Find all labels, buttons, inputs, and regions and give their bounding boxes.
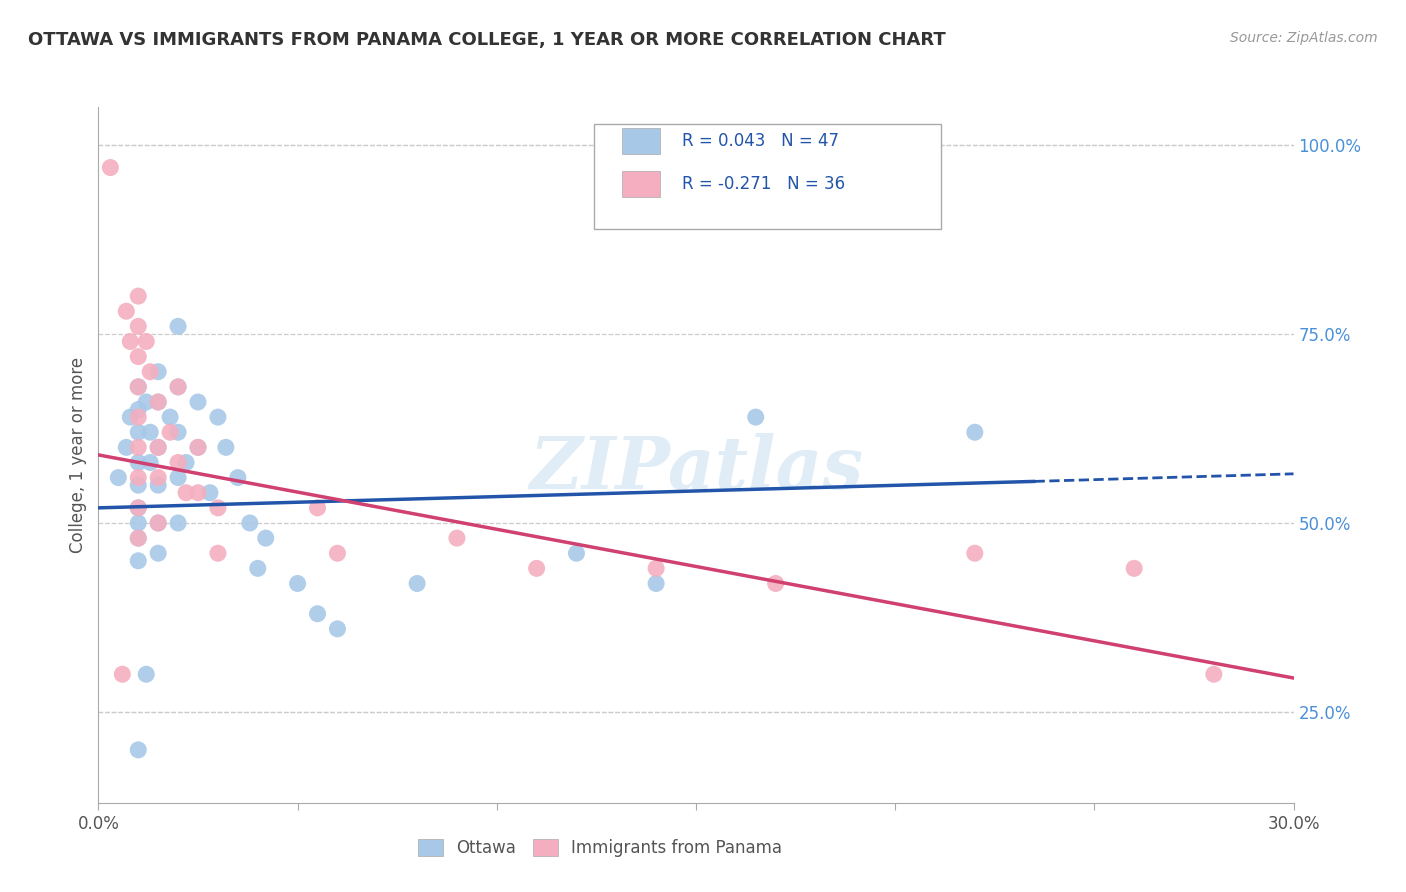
Point <box>135 334 157 349</box>
Point <box>148 441 170 455</box>
Point <box>187 441 209 455</box>
Point <box>127 500 149 515</box>
FancyBboxPatch shape <box>621 128 661 154</box>
Point <box>446 531 468 545</box>
Point <box>326 622 349 636</box>
Point <box>127 441 149 455</box>
Point <box>167 455 190 469</box>
Point <box>100 161 122 175</box>
Point <box>115 441 138 455</box>
Point <box>135 667 157 681</box>
Point <box>127 410 149 425</box>
Point <box>148 441 170 455</box>
Point <box>127 289 149 303</box>
Point <box>111 667 134 681</box>
Point <box>120 410 142 425</box>
Point <box>127 531 149 545</box>
Point <box>127 743 149 757</box>
Point <box>127 455 149 469</box>
Text: OTTAWA VS IMMIGRANTS FROM PANAMA COLLEGE, 1 YEAR OR MORE CORRELATION CHART: OTTAWA VS IMMIGRANTS FROM PANAMA COLLEGE… <box>28 31 946 49</box>
Point <box>745 410 768 425</box>
Point <box>167 380 190 394</box>
Point <box>307 500 329 515</box>
Point <box>215 441 238 455</box>
Point <box>159 410 181 425</box>
Point <box>148 395 170 409</box>
Text: R = 0.043   N = 47: R = 0.043 N = 47 <box>682 132 838 150</box>
Point <box>287 576 309 591</box>
Point <box>207 546 229 560</box>
Point <box>174 485 197 500</box>
Point <box>765 576 787 591</box>
Point <box>187 441 209 455</box>
Point <box>198 485 221 500</box>
Point <box>127 470 149 484</box>
Y-axis label: College, 1 year or more: College, 1 year or more <box>69 357 87 553</box>
Point <box>127 402 149 417</box>
Point <box>167 425 190 440</box>
FancyBboxPatch shape <box>621 171 661 197</box>
Point <box>148 470 170 484</box>
Point <box>148 546 170 560</box>
Point <box>174 455 197 469</box>
Point <box>187 395 209 409</box>
Point <box>127 425 149 440</box>
Point <box>167 380 190 394</box>
Point <box>167 470 190 484</box>
Point <box>127 554 149 568</box>
Text: Source: ZipAtlas.com: Source: ZipAtlas.com <box>1230 31 1378 45</box>
Point <box>406 576 429 591</box>
Text: R = -0.271   N = 36: R = -0.271 N = 36 <box>682 175 845 194</box>
Point <box>127 516 149 530</box>
Point <box>148 516 170 530</box>
Point <box>139 425 162 440</box>
Point <box>565 546 588 560</box>
Point <box>239 516 262 530</box>
Text: ZIPatlas: ZIPatlas <box>529 434 863 504</box>
Point <box>127 319 149 334</box>
Point <box>645 561 668 575</box>
Point <box>127 500 149 515</box>
Point <box>127 380 149 394</box>
Point <box>148 516 170 530</box>
Point <box>526 561 548 575</box>
Point <box>139 455 162 469</box>
Point <box>127 350 149 364</box>
FancyBboxPatch shape <box>595 124 941 229</box>
Point <box>207 410 229 425</box>
Point <box>148 395 170 409</box>
Point <box>207 500 229 515</box>
Point <box>148 478 170 492</box>
Point <box>107 470 129 484</box>
Point <box>187 485 209 500</box>
Point <box>167 516 190 530</box>
Point <box>254 531 277 545</box>
Point <box>120 334 142 349</box>
Point <box>139 365 162 379</box>
Point <box>1202 667 1225 681</box>
Point <box>645 576 668 591</box>
Legend: Ottawa, Immigrants from Panama: Ottawa, Immigrants from Panama <box>412 832 789 864</box>
Point <box>963 425 986 440</box>
Point <box>226 470 249 484</box>
Point <box>307 607 329 621</box>
Point <box>326 546 349 560</box>
Point <box>135 395 157 409</box>
Point <box>159 425 181 440</box>
Point <box>246 561 269 575</box>
Point <box>148 365 170 379</box>
Point <box>127 531 149 545</box>
Point <box>127 478 149 492</box>
Point <box>167 319 190 334</box>
Point <box>963 546 986 560</box>
Point <box>1123 561 1146 575</box>
Point <box>115 304 138 318</box>
Point <box>127 380 149 394</box>
